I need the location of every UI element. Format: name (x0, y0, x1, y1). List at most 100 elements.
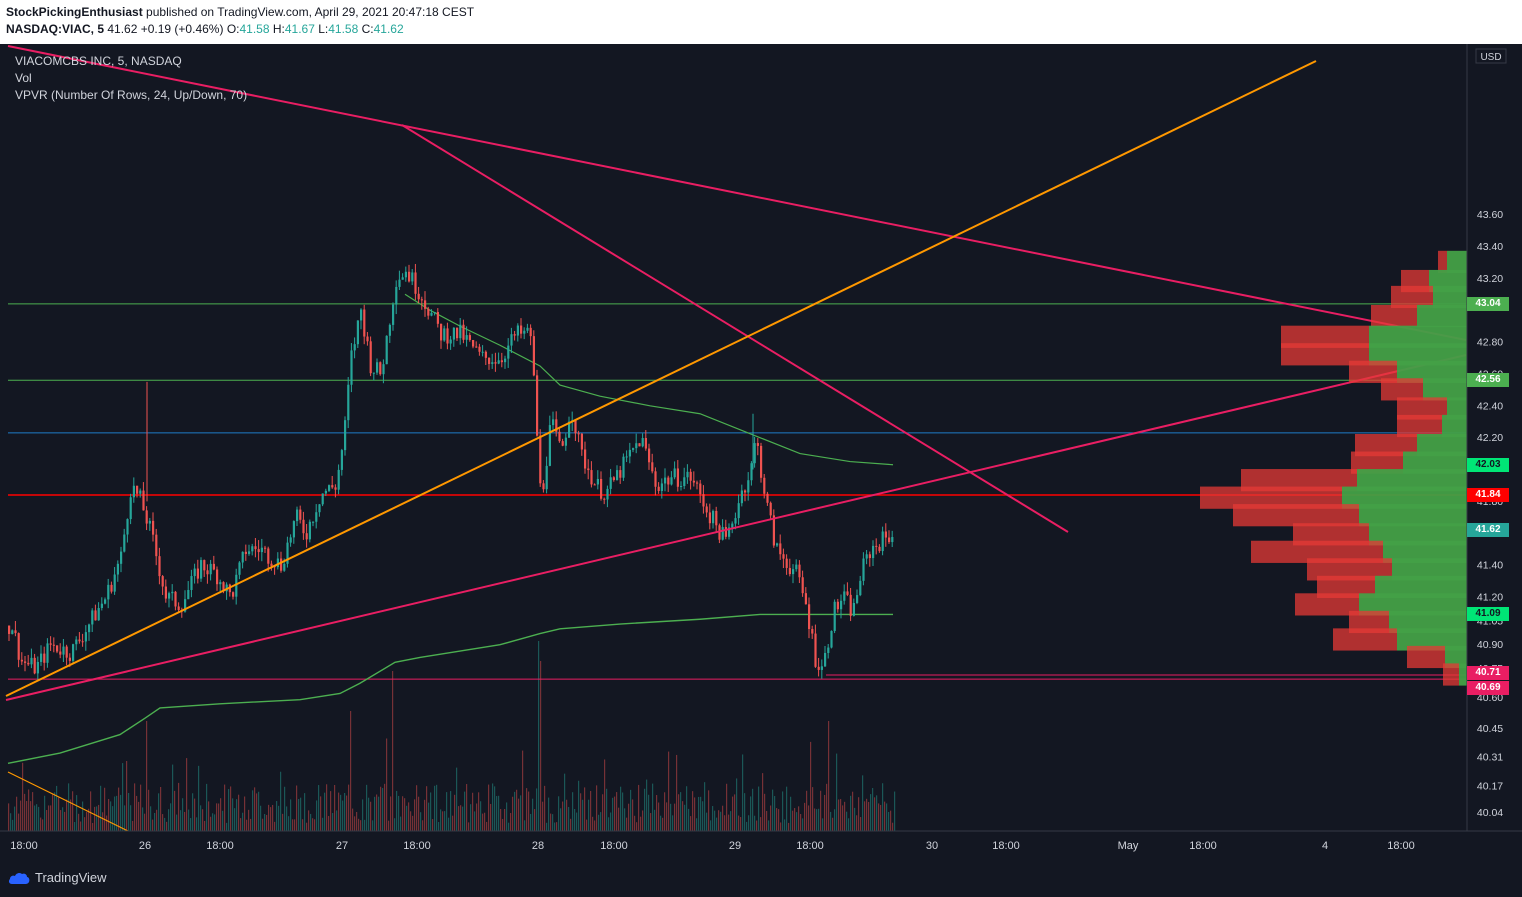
candle-body (574, 420, 577, 434)
candle-body (760, 445, 763, 478)
candle-body (59, 651, 62, 655)
volume-bar (112, 806, 114, 831)
volume-bar (62, 807, 64, 831)
candle-body (792, 569, 795, 575)
last-price: 41.62 (107, 22, 138, 36)
author-name[interactable]: StockPickingEnthusiast (6, 5, 143, 19)
tradingview-logo[interactable]: TradingView (8, 870, 107, 885)
volume-bar (244, 796, 246, 831)
candle-body (398, 279, 401, 287)
candle-body (532, 336, 535, 376)
volume-bar (500, 809, 502, 831)
volume-bar (842, 805, 844, 831)
volume-bar (586, 819, 588, 831)
volume-bar (20, 800, 22, 831)
volume-bar (492, 783, 494, 831)
volume-bar (370, 801, 372, 831)
volume-bar (120, 794, 122, 831)
volume-bar (602, 794, 604, 831)
volume-bar (508, 822, 510, 831)
candle-body (356, 320, 359, 345)
candle-body (372, 372, 375, 374)
vp-down-bar (1317, 575, 1375, 598)
candle-body (347, 384, 350, 421)
candle-body (769, 502, 772, 516)
candle-body (542, 483, 545, 490)
volume-bar (338, 792, 340, 831)
candle-body (363, 309, 366, 337)
volume-bar (776, 808, 778, 831)
time-tick-label: 18:00 (206, 840, 234, 852)
volume-bar (196, 817, 198, 831)
volume-bar (164, 817, 166, 831)
candle-body (446, 328, 449, 344)
volume-bar (328, 815, 330, 831)
candle-body (820, 666, 823, 670)
candle-body (801, 577, 804, 594)
candle-body (612, 477, 615, 481)
candle-body (401, 277, 404, 280)
volume-bar (458, 806, 460, 831)
candle-body (651, 462, 654, 472)
volume-bar (716, 817, 718, 831)
candle-body (702, 494, 705, 507)
candle-body (299, 509, 302, 520)
candle-body (222, 582, 225, 592)
candle-body (424, 300, 427, 309)
volume-bar (46, 810, 48, 831)
candle-body (289, 537, 292, 543)
volume-bar (634, 815, 636, 831)
volume-bar (98, 804, 100, 831)
vp-down-bar (1371, 304, 1417, 328)
candle-body (840, 600, 843, 610)
volume-bar (398, 795, 400, 831)
volume-bar (412, 815, 414, 831)
volume-bar (424, 799, 426, 831)
volume-bar (178, 782, 180, 831)
volume-bar (888, 811, 890, 831)
volume-bar (588, 799, 590, 831)
volume-bar (76, 795, 78, 831)
volume-bar (722, 805, 724, 831)
price-tag: 42.56 (1467, 373, 1509, 388)
volume-bar (736, 778, 738, 831)
vp-up-bar (1397, 360, 1467, 383)
volume-bar (74, 822, 76, 831)
candle-body (219, 582, 222, 585)
volume-bar (226, 822, 228, 831)
volume-bar (34, 805, 36, 831)
volume-bar (894, 791, 896, 831)
volume-bar (284, 786, 286, 831)
volume-bar (316, 800, 318, 831)
chart-canvas[interactable]: 43.6043.4043.2042.8042.6042.4042.2041.80… (0, 44, 1522, 860)
volume-bar (494, 786, 496, 831)
candle-body (328, 485, 331, 491)
volume-bar (404, 798, 406, 831)
volume-bar (214, 814, 216, 831)
candle-body (318, 504, 321, 513)
candle-body (344, 420, 347, 451)
volume-bar (498, 795, 500, 831)
volume-bar (28, 789, 30, 831)
time-tick-label: 18:00 (1189, 840, 1217, 852)
volume-bar (440, 809, 442, 831)
candle-body (779, 543, 782, 555)
candle-body (680, 485, 683, 487)
volume-bar (172, 764, 174, 831)
candle-body (417, 293, 420, 300)
symbol-label: NASDAQ:VIAC, 5 (6, 22, 105, 36)
volume-bar (850, 795, 852, 831)
candle-body (238, 562, 241, 575)
candle-body (494, 362, 497, 364)
volume-bar (892, 822, 894, 831)
volume-bar (184, 811, 186, 831)
volume-bar (552, 814, 554, 831)
volume-bar (14, 806, 16, 831)
volume-bar (126, 761, 128, 831)
candle-body (68, 657, 71, 661)
volume-bar (558, 796, 560, 831)
volume-bar (834, 809, 836, 831)
volume-bar (100, 785, 102, 831)
volume-bar (522, 750, 524, 831)
volume-bar (870, 794, 872, 831)
